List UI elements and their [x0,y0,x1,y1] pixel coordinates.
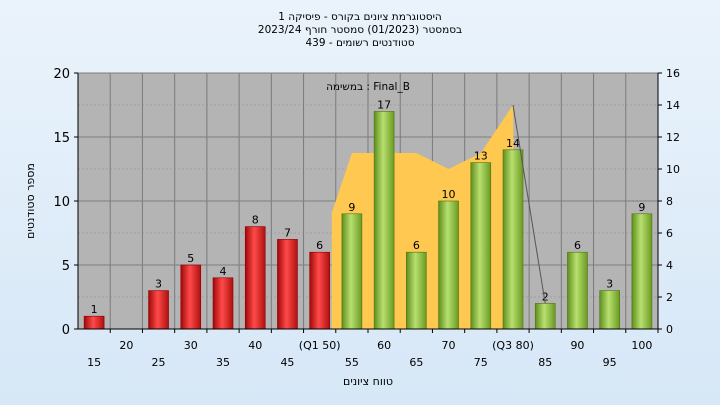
bar-value-label: 4 [220,265,227,278]
x-tick-label: (Q1 50) [299,339,341,352]
y-axis-label: מספר סטודנטים [24,163,37,239]
y2-tick-label: 14 [666,99,680,112]
y2-tick-label: 6 [666,227,673,240]
y-tick-label: 20 [53,67,70,82]
bar-value-label: 14 [506,137,520,150]
x-tick-label: 65 [409,356,423,369]
x-tick-label: 70 [442,339,456,352]
x-tick-label: 100 [631,339,652,352]
chart-title-line-1: היסטוגרמת ציונים בקורס - פיסיקה 1 [278,11,442,23]
histogram-bar [438,200,459,330]
histogram-bar [83,315,105,330]
bar-value-label: 3 [155,278,162,291]
histogram-bar [244,226,266,330]
bar-value-label: 8 [252,214,259,227]
x-tick-label: 90 [570,339,584,352]
y2-tick-label: 10 [666,163,680,176]
x-tick-label: 60 [377,339,391,352]
histogram-bar [567,251,588,330]
y-tick-label: 5 [62,259,70,274]
histogram-bar [470,162,492,330]
bar-value-label: 10 [442,188,456,201]
histogram-bar [148,290,169,330]
histogram-bar [341,213,363,330]
x-tick-label: 75 [474,356,488,369]
bar-value-label: 6 [574,239,581,252]
bar-value-label: 3 [606,278,613,291]
chart-annotation: במשימה : Final_B [326,81,410,93]
x-tick-label: 95 [603,356,617,369]
histogram-bar [212,277,234,330]
x-tick-label: 15 [87,356,101,369]
x-tick-label: 45 [280,356,294,369]
x-tick-label: 20 [119,339,133,352]
y2-tick-label: 2 [666,291,673,304]
histogram-bar [631,213,653,330]
y-tick-label: 10 [53,195,70,210]
y2-tick-label: 8 [666,195,673,208]
histogram-bar [180,264,202,330]
bar-value-label: 9 [348,201,355,214]
histogram-bar [277,239,298,330]
bar-value-label: 13 [474,150,488,163]
trend-line [512,104,546,304]
histogram-bar [502,149,524,330]
histogram-bar [406,251,427,330]
chart-title-line-3: סטודנטים רשומים - 439 [305,37,414,49]
histogram-bar [534,303,556,330]
y2-tick-label: 4 [666,259,673,272]
bar-value-label: 2 [542,290,549,303]
x-tick-label: 40 [248,339,262,352]
x-tick-label: 55 [345,356,359,369]
x-tick-label: (Q3 80) [492,339,534,352]
histogram-bar [599,290,620,330]
x-tick-label: 85 [538,356,552,369]
y-tick-label: 15 [53,131,70,146]
x-tick-label: 30 [184,339,198,352]
x-tick-label: 25 [152,356,166,369]
bar-value-label: 7 [284,226,291,239]
bar-value-label: 6 [413,239,420,252]
x-axis-label: טווח ציונים [343,375,393,388]
y2-tick-label: 16 [666,67,680,80]
y-tick-label: 0 [62,323,70,338]
bar-value-label: 9 [638,201,645,214]
histogram-bar [373,111,395,330]
y2-tick-label: 12 [666,131,680,144]
chart-title-line-2: בסמסטר (01/2023) סמסטר חורף 2023/24 [258,24,462,36]
x-tick-label: 35 [216,356,230,369]
bar-value-label: 5 [187,252,194,265]
bar-value-label: 17 [377,98,391,111]
bar-value-label: 1 [91,303,98,316]
bar-value-label: 6 [316,239,323,252]
histogram-bar [309,251,330,330]
y2-tick-label: 0 [666,323,673,336]
